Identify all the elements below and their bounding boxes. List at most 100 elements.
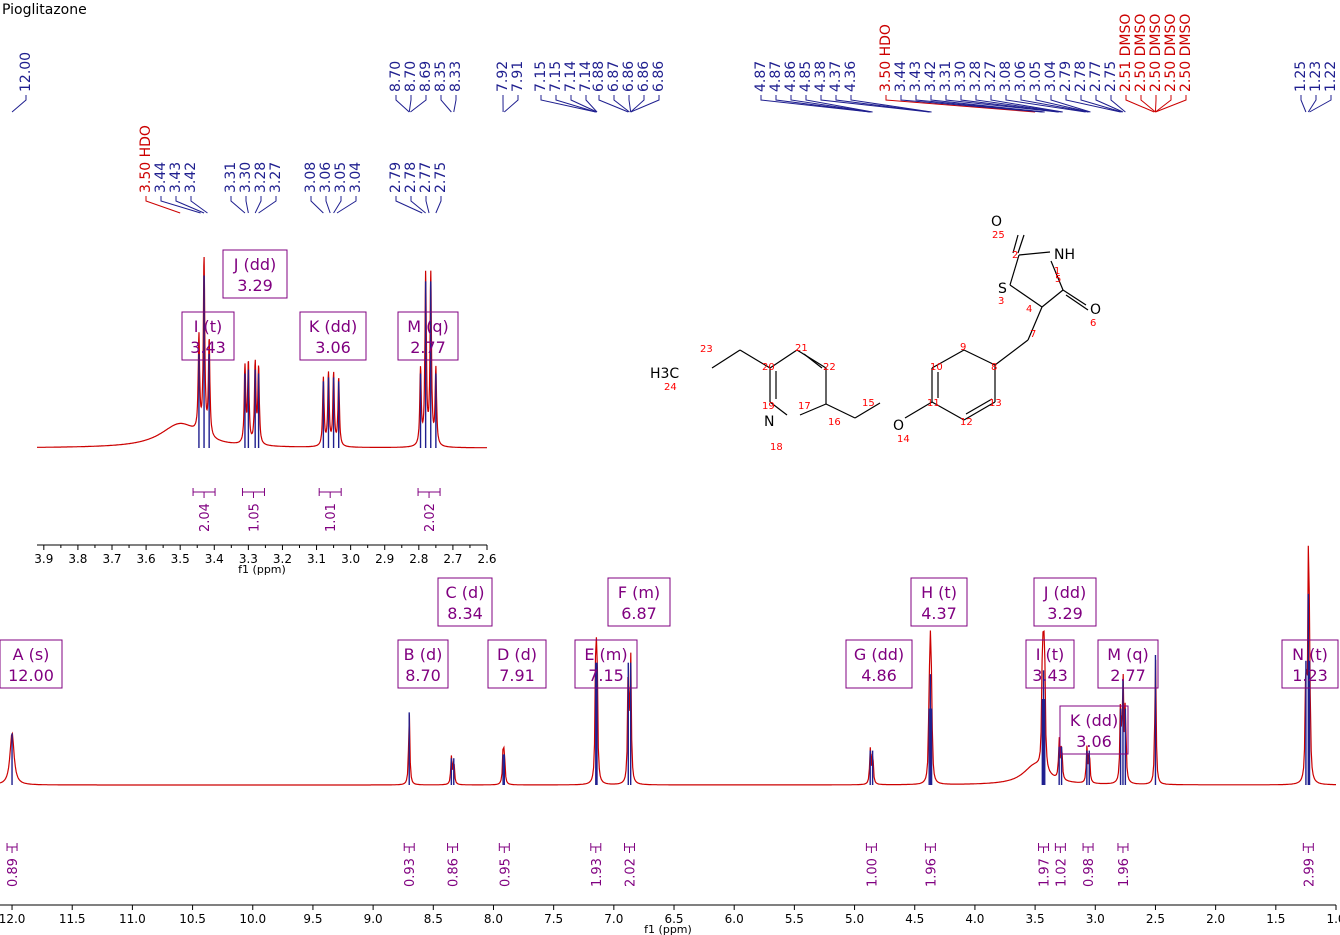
x-tick-label: 10.0 — [239, 912, 266, 926]
bond — [931, 401, 965, 421]
integral-value: 1.05 — [247, 503, 262, 532]
integral-value: 2.99 — [1302, 858, 1317, 887]
peak-leader — [160, 196, 201, 214]
multiplet-label: J (dd) — [233, 255, 277, 274]
peak-leader — [885, 95, 1036, 113]
peak-leader — [628, 95, 632, 113]
peak-label: 2.50 DMSO — [1163, 14, 1179, 92]
atom-number: 18 — [770, 442, 783, 453]
multiplet-shift: 3.43 — [190, 338, 226, 357]
peak-leader — [1300, 95, 1307, 113]
peak-label: 3.50 HDO — [878, 24, 894, 92]
x-tick-label: 3.0 — [1086, 912, 1105, 926]
peak-label: 7.92 — [495, 61, 511, 92]
bond — [963, 401, 996, 421]
x-tick-label: 5.0 — [845, 912, 864, 926]
peak-label: 3.42 — [923, 61, 939, 92]
peak-label: 7.15 — [548, 61, 564, 92]
peak-label: 12.00 — [18, 52, 34, 92]
atom-number: 24 — [664, 382, 677, 393]
peak-leader — [1307, 95, 1317, 113]
peak-leader — [598, 95, 629, 113]
bond — [1050, 260, 1064, 291]
peak-label: 3.05 — [1028, 61, 1044, 92]
multiplet-shift: 3.29 — [237, 276, 273, 295]
x-tick-label: 2.5 — [1146, 912, 1165, 926]
multiplet-label: M (q) — [407, 317, 449, 336]
peak-label: 7.15 — [533, 61, 549, 92]
atom-number: 6 — [1090, 318, 1096, 329]
peak-label: 3.08 — [998, 61, 1014, 92]
spectrum-title: Pioglitazone — [2, 2, 87, 18]
atom-number: 17 — [798, 401, 811, 412]
peak-leader — [395, 95, 410, 113]
multiplet-shift: 3.43 — [1032, 666, 1068, 685]
integral-value: 0.98 — [1082, 858, 1097, 887]
multiplet-box — [397, 639, 449, 689]
peak-label: 6.86 — [651, 61, 667, 92]
bond — [854, 402, 881, 419]
x-tick-label: 3.6 — [137, 552, 156, 566]
peak-label: 3.30 — [238, 162, 254, 193]
atom-symbol: O — [1090, 302, 1101, 318]
peak-leader — [11, 95, 27, 113]
peak-leader — [915, 95, 1044, 113]
bond — [904, 401, 933, 419]
multiplet-box — [397, 311, 459, 361]
peak-label: 3.31 — [938, 61, 954, 92]
peak-label: 2.79 — [1058, 61, 1074, 92]
multiplet-label: E (m) — [584, 645, 627, 664]
x-tick-label: 9.0 — [364, 912, 383, 926]
peak-leader — [425, 196, 430, 214]
peak-leader — [410, 95, 427, 113]
x-tick-label: 2.9 — [375, 552, 394, 566]
bond — [931, 349, 965, 369]
atom-number: 2 — [1012, 250, 1018, 261]
peak-leader — [395, 196, 423, 214]
x-tick-label: 3.5 — [171, 552, 190, 566]
bond — [965, 398, 993, 415]
multiplet-shift: 3.29 — [1047, 604, 1083, 623]
multiplet-box — [487, 639, 547, 689]
peak-leader — [1035, 95, 1090, 113]
peak-leader — [230, 196, 246, 214]
peak-leader — [820, 95, 930, 113]
peak-label: 2.75 — [433, 162, 449, 193]
bond — [1009, 284, 1043, 308]
x-tick-label: 3.8 — [68, 552, 87, 566]
peak-leader — [805, 95, 873, 113]
peak-label: 2.51 DMSO — [1118, 14, 1134, 92]
peak-label: 3.43 — [168, 162, 184, 193]
peak-leader — [440, 95, 452, 113]
multiplet-label: H (t) — [921, 583, 957, 602]
multiplet-shift: 2.77 — [410, 338, 446, 357]
x-tick-label: 3.9 — [34, 552, 53, 566]
bond — [994, 339, 1029, 366]
main-spectrum: 12.0 11.5 11.0 10.5 10.0 9.5 9.0 8.5 8.0 7.5 7.0 6.… — [0, 14, 1340, 935]
atom-number: 22 — [823, 362, 836, 373]
atom-number: 1 — [1054, 266, 1060, 277]
multiplet-box — [1059, 705, 1129, 755]
peak-label: 2.50 DMSO — [1148, 14, 1164, 92]
x-tick-label: 3.4 — [205, 552, 224, 566]
peak-label: 3.42 — [183, 162, 199, 193]
atom-number: 5 — [1055, 274, 1061, 285]
peak-label: 4.87 — [753, 61, 769, 92]
multiplet-shift: 1.23 — [1292, 666, 1328, 685]
atom-number: 7 — [1030, 329, 1036, 340]
bond — [711, 349, 741, 369]
x-tick-label: 2.0 — [1206, 912, 1225, 926]
atom-number: 19 — [762, 401, 775, 412]
bond — [1041, 289, 1064, 308]
peak-label: 8.69 — [418, 61, 434, 92]
peak-leader — [775, 95, 871, 113]
integral-value: 1.01 — [324, 503, 339, 532]
peak-leader — [945, 95, 1059, 113]
integral-value: 1.02 — [1054, 858, 1069, 887]
peak-leader — [630, 95, 660, 113]
x-tick-label: 2.8 — [409, 552, 428, 566]
x-tick-label: 8.0 — [484, 912, 503, 926]
peak-label: 2.78 — [403, 162, 419, 193]
x-tick-label: 3.5 — [1026, 912, 1045, 926]
